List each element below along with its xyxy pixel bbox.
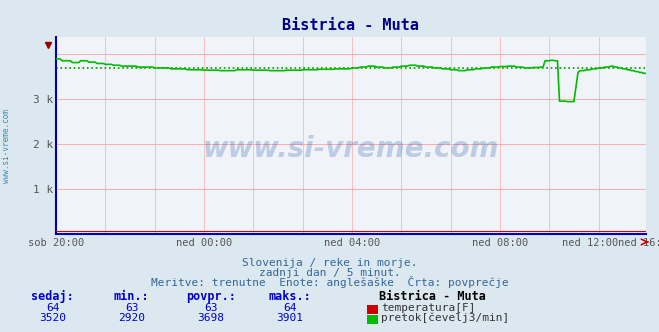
Text: 64: 64 xyxy=(46,303,59,313)
Text: 63: 63 xyxy=(204,303,217,313)
Text: Slovenija / reke in morje.: Slovenija / reke in morje. xyxy=(242,258,417,268)
Text: povpr.:: povpr.: xyxy=(186,290,236,303)
Text: sedaj:: sedaj: xyxy=(32,290,74,303)
Title: Bistrica - Muta: Bistrica - Muta xyxy=(283,18,419,33)
Text: www.si-vreme.com: www.si-vreme.com xyxy=(2,109,11,183)
Text: Bistrica - Muta: Bistrica - Muta xyxy=(379,290,486,303)
Text: 2920: 2920 xyxy=(119,313,145,323)
Text: min.:: min.: xyxy=(114,290,150,303)
Text: Meritve: trenutne  Enote: anglešaške  Črta: povprečje: Meritve: trenutne Enote: anglešaške Črta… xyxy=(151,276,508,288)
Text: 3520: 3520 xyxy=(40,313,66,323)
Text: zadnji dan / 5 minut.: zadnji dan / 5 minut. xyxy=(258,268,401,278)
Text: 64: 64 xyxy=(283,303,297,313)
Text: www.si-vreme.com: www.si-vreme.com xyxy=(203,135,499,163)
Text: maks.:: maks.: xyxy=(269,290,311,303)
Text: temperatura[F]: temperatura[F] xyxy=(381,303,475,313)
Text: 3901: 3901 xyxy=(277,313,303,323)
Text: 3698: 3698 xyxy=(198,313,224,323)
Text: pretok[čevelj3/min]: pretok[čevelj3/min] xyxy=(381,312,509,323)
Text: 63: 63 xyxy=(125,303,138,313)
